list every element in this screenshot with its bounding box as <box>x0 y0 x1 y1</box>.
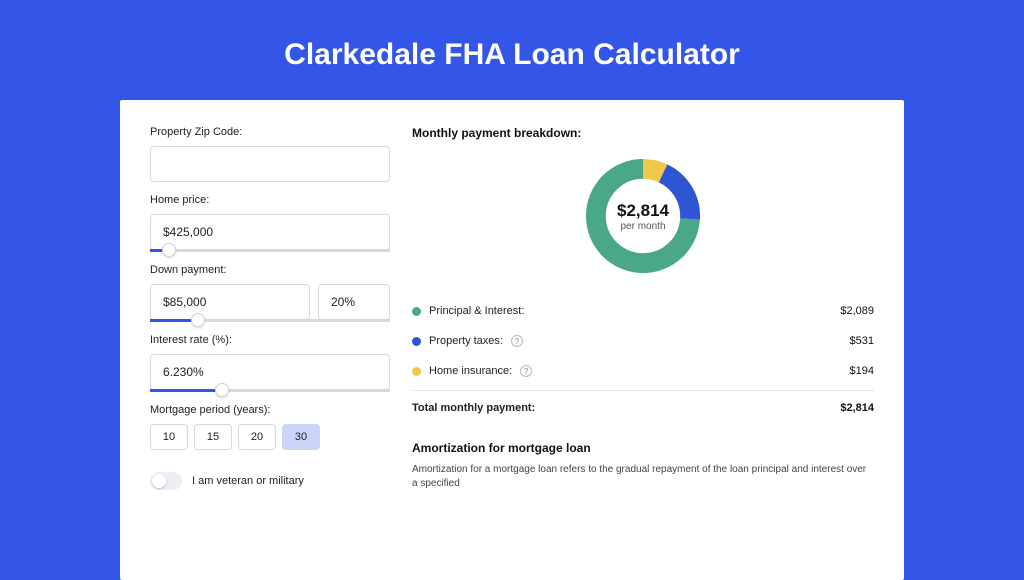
legend-list: Principal & Interest: $2,089 Property taxe… <box>412 296 874 386</box>
interest-rate-slider[interactable] <box>150 389 390 392</box>
down-payment-label: Down payment: <box>150 264 390 276</box>
home-price-slider[interactable] <box>150 249 390 252</box>
home-price-input[interactable] <box>150 214 390 250</box>
legend-label: Property taxes: <box>429 335 503 347</box>
donut-chart: $2,814 per month <box>581 154 705 278</box>
legend-row: Home insurance:? $194 <box>412 356 874 386</box>
zip-label: Property Zip Code: <box>150 126 390 138</box>
page-title: Clarkedale FHA Loan Calculator <box>0 0 1024 100</box>
mortgage-period-group: Mortgage period (years): 10152030 <box>150 404 390 450</box>
breakdown-title: Monthly payment breakdown: <box>412 126 874 140</box>
period-option-10[interactable]: 10 <box>150 424 188 450</box>
period-option-30[interactable]: 30 <box>282 424 320 450</box>
veteran-label: I am veteran or military <box>192 475 304 487</box>
down-payment-slider[interactable] <box>150 319 390 322</box>
period-options: 10152030 <box>150 424 390 450</box>
legend-dot <box>412 337 421 346</box>
veteran-toggle[interactable] <box>150 472 182 490</box>
total-row: Total monthly payment: $2,814 <box>412 390 874 425</box>
down-payment-percent-input[interactable] <box>318 284 390 320</box>
down-payment-amount-input[interactable] <box>150 284 310 320</box>
help-icon[interactable]: ? <box>520 365 532 377</box>
slider-thumb[interactable] <box>162 243 176 257</box>
down-payment-group: Down payment: <box>150 264 390 322</box>
slider-thumb[interactable] <box>215 383 229 397</box>
legend-row: Property taxes:? $531 <box>412 326 874 356</box>
home-price-group: Home price: <box>150 194 390 252</box>
donut-center: $2,814 per month <box>581 154 705 278</box>
period-option-20[interactable]: 20 <box>238 424 276 450</box>
veteran-toggle-row: I am veteran or military <box>150 472 390 490</box>
legend-dot <box>412 367 421 376</box>
total-value: $2,814 <box>840 402 874 414</box>
legend-dot <box>412 307 421 316</box>
calculator-card: Property Zip Code: Home price: Down paym… <box>120 100 904 580</box>
zip-field-group: Property Zip Code: <box>150 126 390 182</box>
legend-label: Principal & Interest: <box>429 305 524 317</box>
zip-input[interactable] <box>150 146 390 182</box>
amortization-body: Amortization for a mortgage loan refers … <box>412 463 874 491</box>
donut-sub-label: per month <box>620 221 665 232</box>
home-price-label: Home price: <box>150 194 390 206</box>
legend-row: Principal & Interest: $2,089 <box>412 296 874 326</box>
interest-rate-input[interactable] <box>150 354 390 390</box>
legend-value: $531 <box>850 335 874 347</box>
amortization-title: Amortization for mortgage loan <box>412 441 874 455</box>
total-label: Total monthly payment: <box>412 402 535 414</box>
legend-label: Home insurance: <box>429 365 512 377</box>
interest-rate-group: Interest rate (%): <box>150 334 390 392</box>
donut-chart-wrap: $2,814 per month <box>412 154 874 278</box>
interest-rate-label: Interest rate (%): <box>150 334 390 346</box>
donut-amount: $2,814 <box>617 201 669 221</box>
help-icon[interactable]: ? <box>511 335 523 347</box>
legend-value: $2,089 <box>840 305 874 317</box>
slider-thumb[interactable] <box>191 313 205 327</box>
mortgage-period-label: Mortgage period (years): <box>150 404 390 416</box>
period-option-15[interactable]: 15 <box>194 424 232 450</box>
legend-value: $194 <box>850 365 874 377</box>
